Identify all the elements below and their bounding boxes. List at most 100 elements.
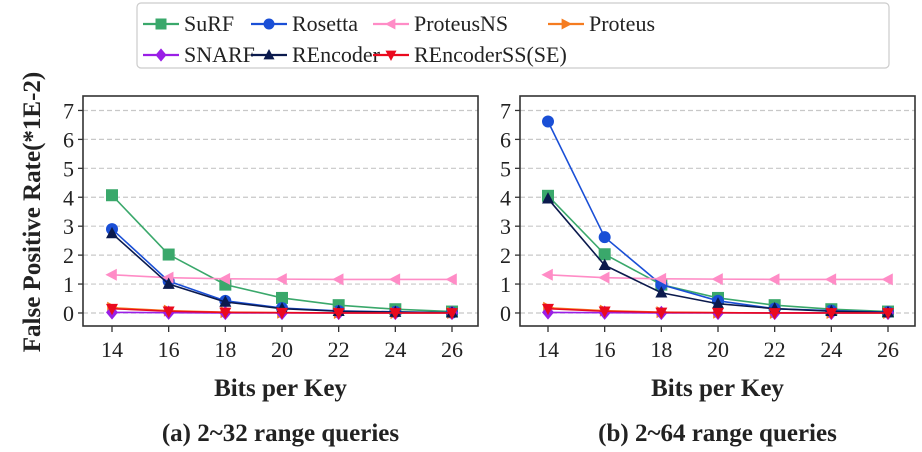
legend-marker [561, 18, 573, 30]
legend-marker [263, 18, 275, 30]
data-point [332, 273, 344, 286]
panel-caption: (b) 2~64 range queries [598, 420, 837, 447]
y-tick-label: 1 [63, 272, 74, 297]
x-tick-label: 18 [650, 337, 672, 362]
plot-frame [82, 95, 479, 327]
data-point [275, 273, 287, 286]
legend-label: REncoderSS(SE) [414, 42, 567, 67]
x-tick-label: 26 [441, 337, 463, 362]
data-point [106, 189, 118, 202]
data-point [162, 248, 175, 261]
data-point [276, 291, 288, 304]
data-point [654, 272, 667, 285]
data-point [445, 273, 457, 286]
y-tick-label: 6 [500, 127, 511, 152]
y-tick-label: 1 [500, 272, 511, 297]
data-point [598, 306, 611, 318]
data-point [882, 308, 894, 320]
panel-b: 0 1 2 3 4 5 6 7 14 16 18 20 22 24 26 Bits per Key (b) 2~… [500, 95, 916, 447]
y-tick-label: 7 [63, 98, 74, 123]
legend-entry: Proteus [548, 11, 655, 36]
legend-entry: REncoderSS(SE) [373, 42, 567, 67]
x-tick-label: 24 [820, 337, 842, 362]
x-tick-label: 26 [877, 337, 899, 362]
legend-marker [385, 50, 397, 62]
legend-marker [384, 18, 396, 30]
legend-entry: SNARF [143, 42, 255, 67]
data-point [106, 303, 118, 316]
y-tick-label: 3 [500, 214, 511, 239]
data-point [218, 272, 231, 285]
legend-marker [155, 18, 167, 30]
y-axis-label: False Positive Rate(*1E-2) [19, 72, 46, 352]
legend-label: Proteus [589, 11, 655, 36]
legend-marker [263, 48, 275, 60]
x-axis-label: Bits per Key [651, 375, 784, 402]
x-tick-label: 20 [707, 337, 729, 362]
legend-label: ProteusNS [414, 11, 508, 36]
x-tick-label: 16 [158, 337, 180, 362]
y-tick-label: 2 [63, 243, 74, 268]
series-rosetta [542, 115, 894, 319]
data-point [711, 273, 723, 286]
x-tick-label: 20 [271, 337, 293, 362]
data-point [655, 286, 668, 298]
data-point [542, 303, 554, 316]
y-tick-label: 2 [500, 243, 511, 268]
panel-a: 0 1 2 3 4 5 6 7 14 16 18 20 22 24 26 Bits per Key (a) 2~… [63, 95, 479, 447]
y-tick-label: 0 [500, 301, 511, 326]
x-tick-label: 16 [594, 337, 616, 362]
data-point [881, 273, 893, 286]
legend-label: SNARF [184, 42, 255, 67]
legend-label: Rosetta [292, 11, 358, 36]
plot-frame [519, 95, 916, 327]
data-point [768, 308, 781, 320]
x-tick-label: 14 [537, 337, 559, 362]
data-point [542, 115, 554, 128]
data-point [825, 308, 838, 320]
x-tick-label: 14 [101, 337, 123, 362]
data-point [332, 308, 345, 320]
data-point [542, 192, 554, 204]
y-tick-label: 3 [63, 214, 74, 239]
data-point [598, 271, 610, 284]
data-point [824, 273, 837, 286]
series-rencoderss-se- [542, 303, 894, 320]
x-axis-label: Bits per Key [214, 375, 347, 402]
x-tick-label: 22 [764, 337, 786, 362]
data-point [105, 268, 117, 281]
data-point [389, 308, 402, 320]
series-surf [106, 189, 458, 318]
y-tick-label: 0 [63, 301, 74, 326]
legend-entry: SuRF [143, 11, 234, 36]
data-point [219, 295, 232, 307]
data-point [162, 306, 175, 318]
data-point [276, 307, 288, 320]
data-point [106, 226, 118, 239]
legend-marker [155, 48, 167, 62]
data-point [655, 307, 668, 320]
data-point [768, 273, 780, 286]
legend-entry: REncoder [251, 42, 381, 67]
legend: SuRF Rosetta ProteusNS Proteus SNARF REncoder… [136, 2, 890, 69]
y-tick-label: 4 [500, 185, 511, 210]
x-tick-label: 24 [384, 337, 406, 362]
data-point [162, 277, 175, 289]
y-tick-label: 7 [500, 98, 511, 123]
data-point [219, 307, 232, 320]
y-tick-label: 5 [500, 156, 511, 181]
legend-entry: Rosetta [251, 11, 358, 36]
data-point [541, 268, 553, 281]
data-point [598, 231, 611, 244]
data-point [446, 308, 458, 320]
series-proteusns [541, 268, 893, 286]
data-point [712, 297, 724, 309]
y-tick-label: 6 [63, 127, 74, 152]
data-point [598, 248, 611, 261]
data-point [598, 258, 611, 271]
panel-caption: (a) 2~32 range queries [162, 420, 400, 447]
y-tick-label: 4 [63, 185, 74, 210]
legend-label: REncoder [292, 42, 381, 67]
x-tick-label: 18 [214, 337, 236, 362]
